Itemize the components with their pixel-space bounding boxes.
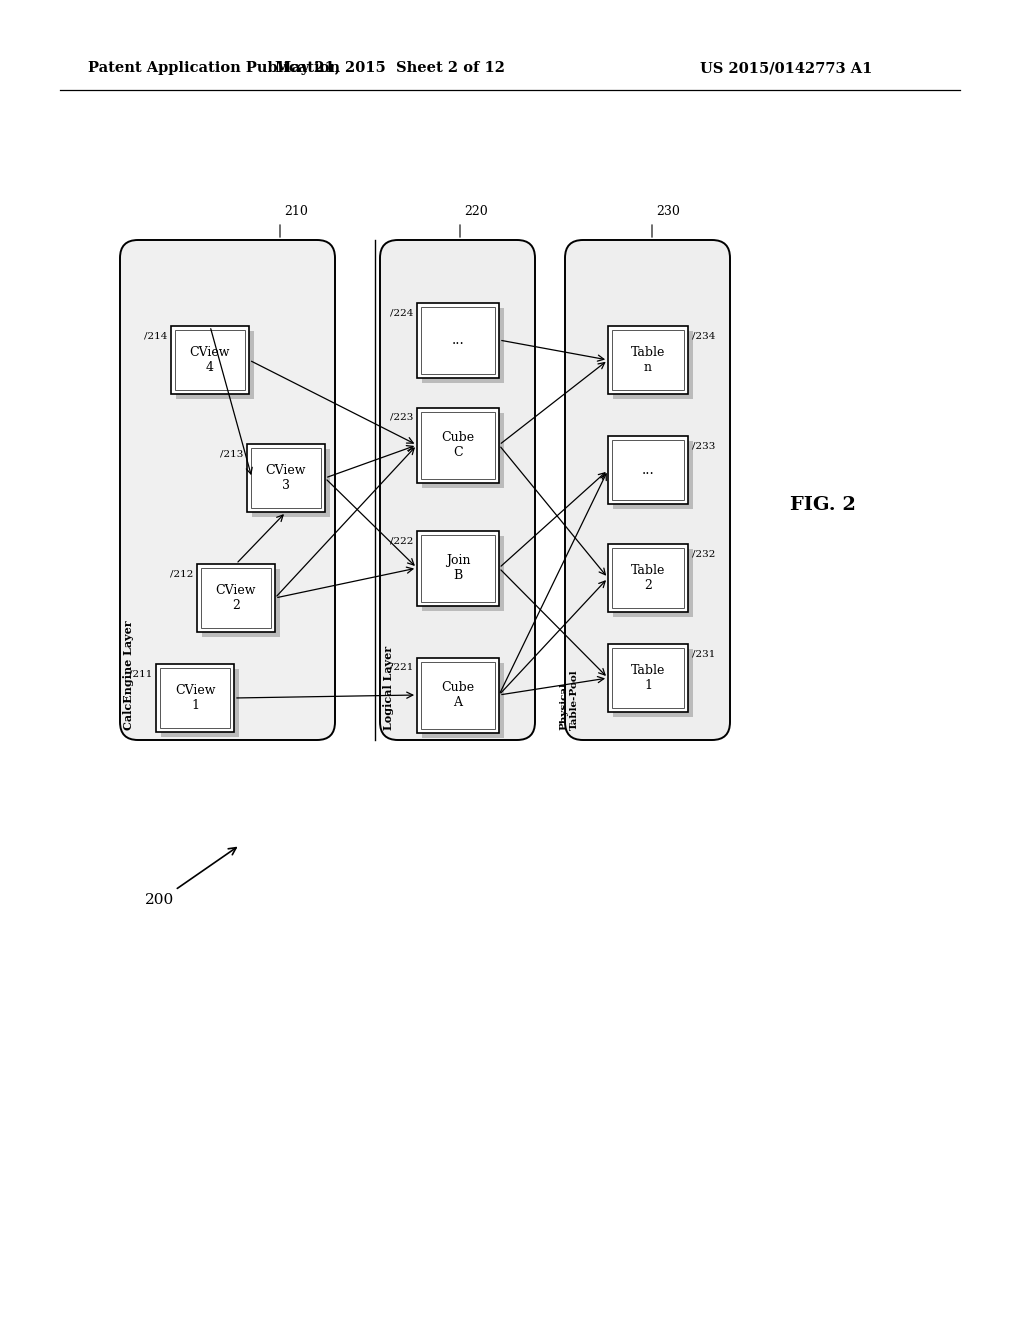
Text: /214: /214	[143, 331, 167, 341]
Text: /234: /234	[692, 331, 716, 341]
Bar	[422, 308, 504, 383]
Bar	[197, 564, 275, 632]
Bar	[201, 568, 271, 628]
Bar	[608, 644, 688, 711]
Bar	[417, 408, 499, 483]
Bar	[421, 535, 495, 602]
Bar	[422, 412, 504, 487]
Text: /233: /233	[692, 441, 716, 450]
Bar	[613, 649, 693, 717]
Bar	[613, 331, 693, 399]
Text: Logical Layer: Logical Layer	[383, 645, 394, 730]
Bar	[161, 669, 239, 737]
Text: FIG. 2: FIG. 2	[790, 496, 856, 513]
Text: CView
4: CView 4	[189, 346, 230, 374]
Bar	[176, 331, 254, 399]
Text: /223: /223	[389, 413, 413, 422]
Text: CView
1: CView 1	[175, 684, 215, 711]
Bar	[422, 663, 504, 738]
Bar	[417, 531, 499, 606]
Text: Table
1: Table 1	[631, 664, 666, 692]
Text: /221: /221	[389, 663, 413, 672]
Text: 210: 210	[284, 205, 308, 218]
Text: Cube
A: Cube A	[441, 681, 474, 709]
Text: 220: 220	[464, 205, 487, 218]
Text: ...: ...	[452, 333, 464, 347]
Bar	[247, 444, 325, 512]
Bar	[612, 440, 684, 500]
FancyBboxPatch shape	[120, 240, 335, 741]
Text: CalcEngine Layer: CalcEngine Layer	[123, 620, 134, 730]
Bar	[612, 330, 684, 389]
Bar	[613, 441, 693, 510]
Bar	[608, 544, 688, 612]
Text: May 21, 2015  Sheet 2 of 12: May 21, 2015 Sheet 2 of 12	[275, 61, 505, 75]
Bar	[417, 302, 499, 378]
Bar	[421, 661, 495, 729]
Bar	[251, 447, 321, 508]
Text: US 2015/0142773 A1: US 2015/0142773 A1	[700, 61, 872, 75]
Bar	[160, 668, 230, 729]
Text: /211: /211	[129, 669, 152, 678]
Text: /231: /231	[692, 649, 716, 659]
Text: Patent Application Publication: Patent Application Publication	[88, 61, 340, 75]
Text: CView
3: CView 3	[266, 465, 306, 492]
Text: Physical
Table-Pool: Physical Table-Pool	[559, 669, 579, 730]
Bar	[202, 569, 280, 638]
Bar	[156, 664, 234, 733]
Text: Join
B: Join B	[445, 554, 470, 582]
FancyBboxPatch shape	[565, 240, 730, 741]
Bar	[612, 648, 684, 708]
Text: /213: /213	[219, 450, 243, 458]
Text: /212: /212	[170, 569, 193, 578]
Text: Table
n: Table n	[631, 346, 666, 374]
Bar	[422, 536, 504, 610]
Text: /224: /224	[389, 308, 413, 317]
Bar	[421, 306, 495, 374]
Text: 200: 200	[145, 894, 174, 907]
Bar	[252, 449, 330, 517]
Bar	[613, 549, 693, 616]
Text: /222: /222	[389, 536, 413, 545]
Bar	[175, 330, 245, 389]
Text: CView
2: CView 2	[216, 583, 256, 612]
FancyBboxPatch shape	[380, 240, 535, 741]
Bar	[612, 548, 684, 609]
Text: 230: 230	[656, 205, 680, 218]
Bar	[417, 657, 499, 733]
Text: ...: ...	[642, 463, 654, 477]
Text: Cube
C: Cube C	[441, 432, 474, 459]
Bar	[608, 326, 688, 393]
Bar	[608, 436, 688, 504]
Bar	[171, 326, 249, 393]
Text: Table
2: Table 2	[631, 564, 666, 591]
Bar	[421, 412, 495, 479]
Text: /232: /232	[692, 549, 716, 558]
